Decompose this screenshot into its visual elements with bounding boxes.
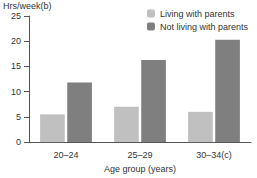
svg-text:Age group (years): Age group (years) — [104, 164, 176, 174]
svg-text:10: 10 — [11, 87, 21, 97]
svg-text:5: 5 — [16, 112, 21, 122]
svg-text:15: 15 — [11, 61, 21, 71]
svg-text:Living with parents: Living with parents — [160, 9, 235, 19]
svg-text:25–29: 25–29 — [127, 150, 152, 160]
svg-text:30–34(c): 30–34(c) — [196, 150, 232, 160]
svg-text:0: 0 — [16, 137, 21, 147]
svg-text:Not living with parents: Not living with parents — [160, 22, 249, 32]
svg-text:25: 25 — [11, 11, 21, 21]
svg-text:Hrs/week(b): Hrs/week(b) — [3, 1, 52, 11]
svg-text:20: 20 — [11, 36, 21, 46]
svg-text:20–24: 20–24 — [53, 150, 78, 160]
